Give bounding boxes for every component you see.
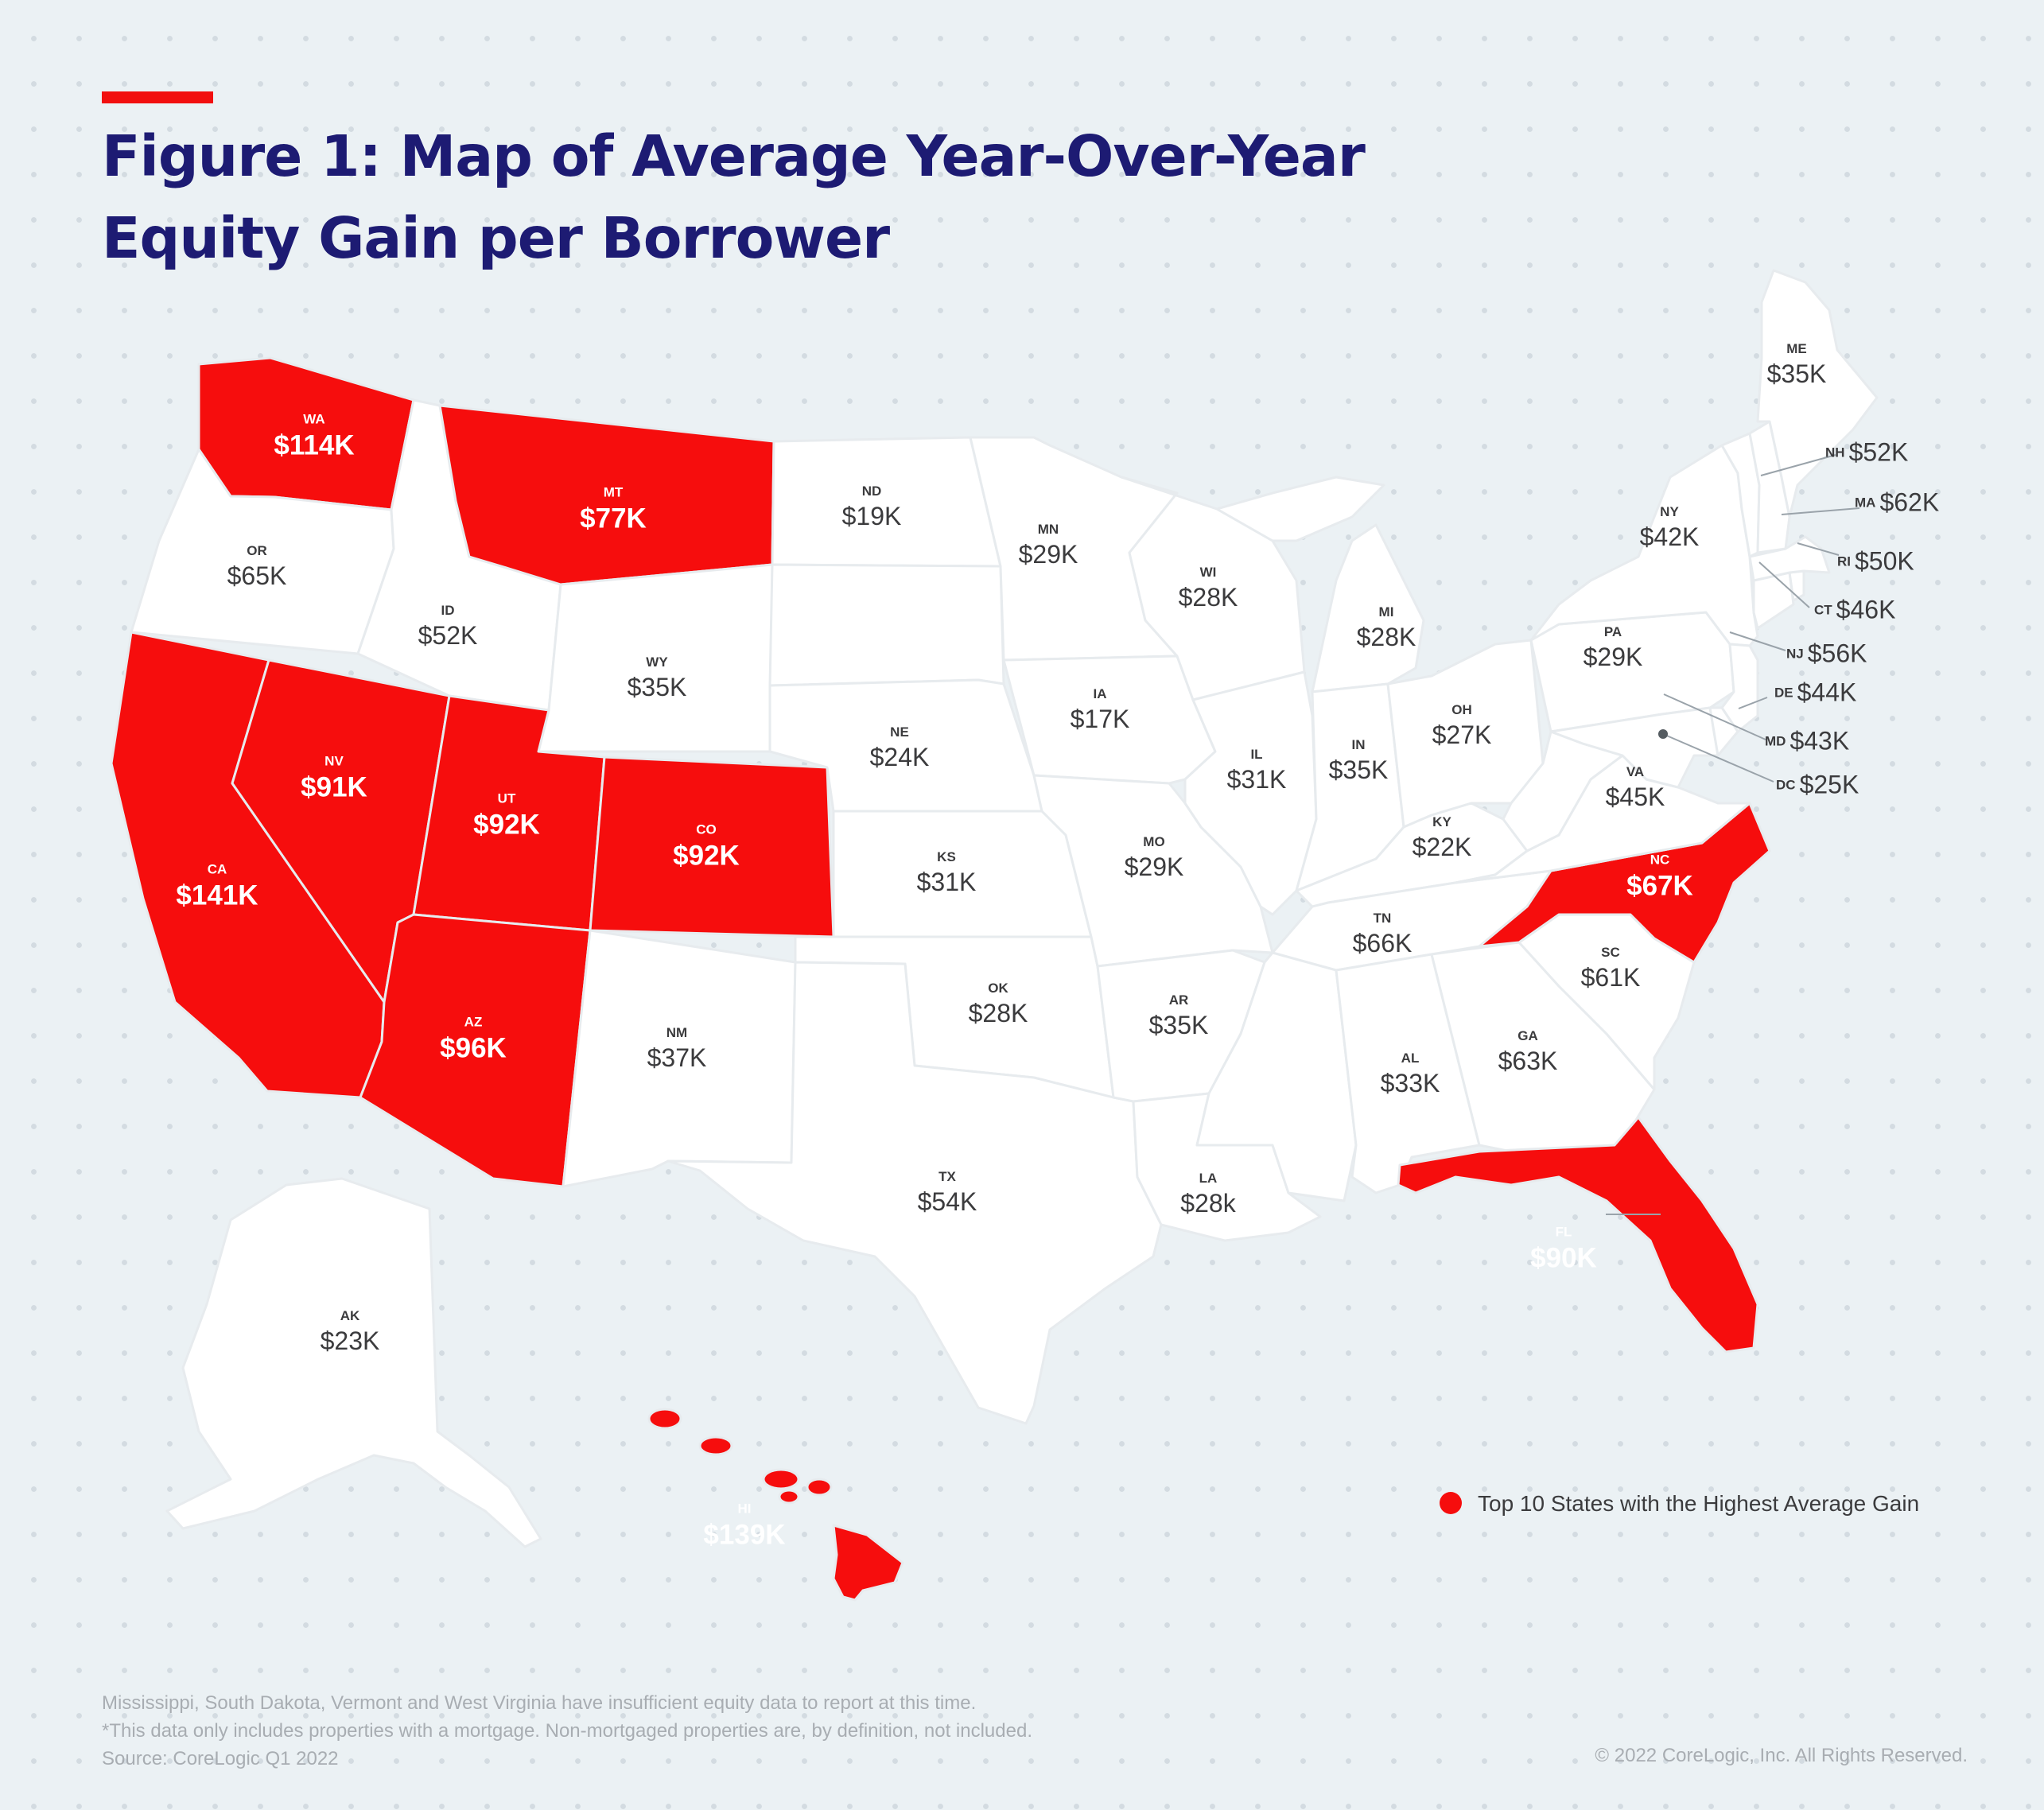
state-label-ky: KY $22K bbox=[1413, 815, 1472, 860]
state-label-oh: OH $27K bbox=[1432, 703, 1492, 748]
state-ct bbox=[1754, 573, 1793, 628]
state-label-al: AL $33K bbox=[1381, 1051, 1440, 1096]
state-label-az: AZ $96K bbox=[440, 1016, 507, 1062]
state-label-ak: AK $23K bbox=[321, 1309, 380, 1354]
state-label-in: IN $35K bbox=[1329, 738, 1389, 783]
dc-dot bbox=[1658, 729, 1668, 739]
state-label-co: CO $92K bbox=[673, 823, 740, 870]
state-label-pa: PA $29K bbox=[1584, 625, 1643, 670]
callout-ri: RI $50K bbox=[1837, 547, 1914, 577]
state-label-mi: MI $28K bbox=[1357, 605, 1416, 650]
state-label-ca: CA $141K bbox=[176, 863, 258, 910]
callout-nj: NJ $56K bbox=[1786, 639, 1867, 669]
us-map bbox=[0, 0, 2044, 1810]
state-label-ne: NE $24K bbox=[870, 725, 930, 770]
state-label-va: VA $45K bbox=[1606, 765, 1665, 810]
state-label-nc: NC $67K bbox=[1626, 853, 1693, 900]
state-ak bbox=[167, 1179, 541, 1547]
state-label-wy: WY $35K bbox=[628, 655, 687, 700]
legend-swatch-icon bbox=[1440, 1492, 1462, 1514]
state-label-ks: KS $31K bbox=[917, 850, 977, 895]
callout-de: DE $44K bbox=[1774, 678, 1856, 708]
state-label-sc: SC $61K bbox=[1581, 946, 1641, 990]
state-label-la: LA $28k bbox=[1180, 1171, 1235, 1216]
state-label-me: ME $35K bbox=[1767, 342, 1827, 386]
callout-nh: NH $52K bbox=[1825, 438, 1908, 468]
state-label-ia: IA $17K bbox=[1071, 687, 1130, 732]
legend-label: Top 10 States with the Highest Average G… bbox=[1478, 1492, 1919, 1516]
state-label-id: ID $52K bbox=[418, 604, 478, 648]
state-label-wi: WI $28K bbox=[1179, 565, 1238, 610]
state-label-ny: NY $42K bbox=[1640, 505, 1700, 550]
state-label-hi: HI $139K bbox=[703, 1502, 785, 1549]
state-label-tn: TN $66K bbox=[1353, 911, 1413, 956]
footnote-insufficient-data: Mississippi, South Dakota, Vermont and W… bbox=[102, 1689, 1032, 1717]
state-label-or: OR $65K bbox=[227, 544, 287, 588]
footnotes: Mississippi, South Dakota, Vermont and W… bbox=[102, 1689, 1032, 1773]
state-label-nd: ND $19K bbox=[842, 484, 902, 529]
state-label-nv: NV $91K bbox=[301, 755, 367, 802]
leader-ma bbox=[1782, 508, 1859, 515]
state-label-mn: MN $29K bbox=[1019, 522, 1078, 567]
state-label-mt: MT $77K bbox=[580, 486, 647, 533]
state-label-il: IL $31K bbox=[1227, 748, 1287, 792]
callout-ct: CT $46K bbox=[1814, 596, 1895, 625]
callout-dc: DC $25K bbox=[1776, 771, 1859, 800]
state-label-nm: NM $37K bbox=[647, 1026, 707, 1070]
footnote-source: Source: CoreLogic Q1 2022 bbox=[102, 1745, 1032, 1773]
state-label-ar: AR $35K bbox=[1149, 993, 1209, 1038]
state-label-fl: FL $90K bbox=[1530, 1225, 1597, 1272]
footnote-mortgage: *This data only includes properties with… bbox=[102, 1717, 1032, 1745]
state-label-mo: MO $29K bbox=[1125, 835, 1184, 880]
callout-ma: MA $62K bbox=[1855, 488, 1939, 518]
callout-md: MD $43K bbox=[1765, 727, 1849, 756]
state-sd bbox=[770, 565, 1004, 686]
state-label-ut: UT $92K bbox=[473, 792, 540, 839]
state-label-ok: OK $28K bbox=[969, 981, 1028, 1026]
state-label-ga: GA $63K bbox=[1498, 1029, 1558, 1074]
copyright: © 2022 CoreLogic, Inc. All Rights Reserv… bbox=[1595, 1745, 1968, 1767]
state-label-tx: TX $54K bbox=[918, 1170, 977, 1214]
state-label-wa: WA $114K bbox=[274, 413, 354, 460]
